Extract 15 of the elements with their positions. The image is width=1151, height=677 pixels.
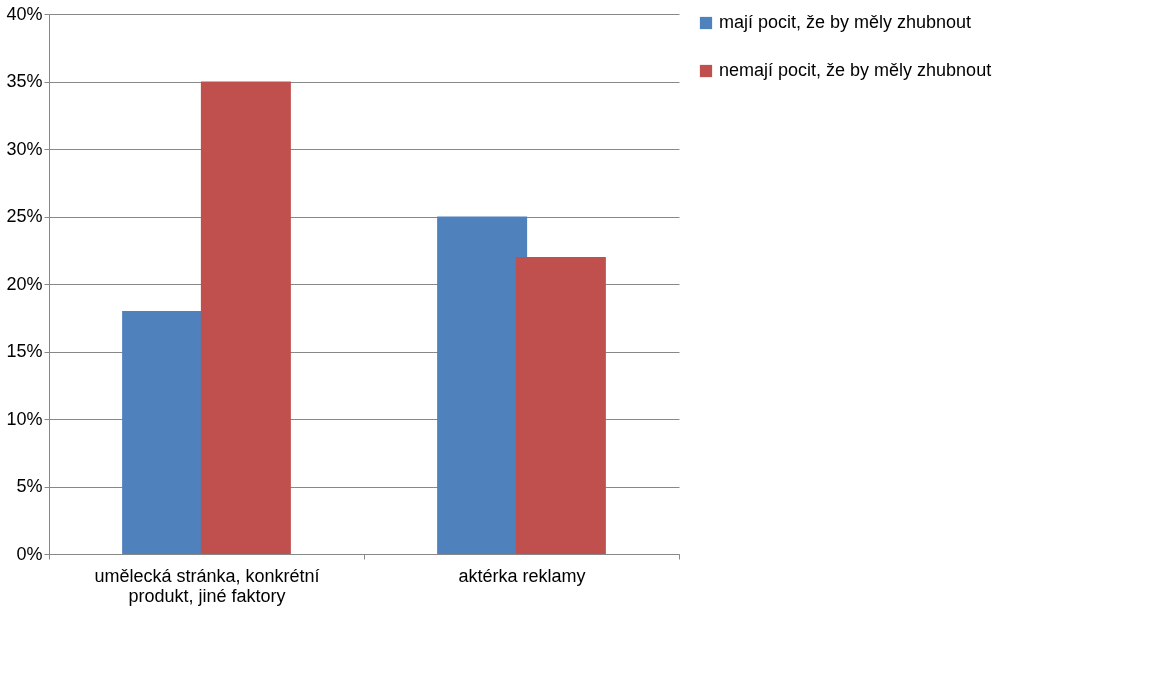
bar [515, 257, 606, 554]
y-tick-label: 0% [16, 543, 43, 564]
bar [200, 81, 291, 554]
legend-label: nemají pocit, že by měly zhubnout [719, 60, 992, 80]
legend-label: mají pocit, že by měly zhubnout [719, 12, 972, 32]
x-tick-label: aktérka reklamy [458, 565, 586, 586]
y-tick-label: 30% [6, 138, 43, 159]
y-tick-label: 25% [6, 206, 43, 226]
y-tick-label: 5% [16, 476, 43, 496]
y-tick-label: 20% [6, 273, 43, 294]
y-tick-label: 40% [6, 3, 43, 24]
x-tick-label: umělecká stránka, konkrétní produkt, jiné faktory [94, 565, 320, 606]
y-tick-label: 10% [6, 408, 43, 429]
y-tick-label: 15% [6, 341, 43, 361]
y-tick-label: 35% [6, 71, 43, 91]
